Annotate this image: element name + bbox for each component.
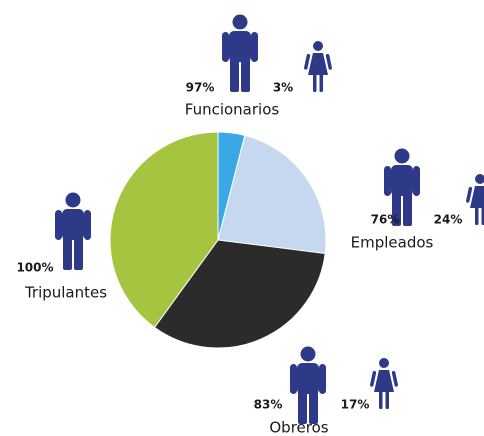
male-label: 76%: [371, 213, 400, 227]
male-label: 83%: [254, 398, 283, 412]
pie-slice: [109, 131, 219, 329]
male-label: 97%: [186, 81, 215, 95]
female-icon: [465, 174, 484, 225]
male-icon: [222, 14, 258, 92]
pie-slice: [153, 239, 326, 349]
male-label: 100%: [16, 261, 53, 275]
group-label: Empleados: [351, 234, 434, 252]
female-label: 24%: [434, 213, 463, 227]
female-icon: [303, 41, 333, 92]
group-label: Funcionarios: [185, 101, 280, 119]
pie-slice: [217, 134, 327, 255]
female-icon: [369, 358, 399, 409]
female-label: 3%: [273, 81, 293, 95]
group-label: Tripulantes: [24, 284, 107, 302]
male-icon: [55, 192, 91, 270]
pie: [109, 131, 327, 349]
female-label: 17%: [341, 398, 370, 412]
labels: 97% 3% Funcionarios 76% 24%Empleados 83% 17% Ob…: [16, 14, 484, 436]
male-icon: [290, 346, 326, 424]
group-label: Obreros: [269, 419, 328, 436]
